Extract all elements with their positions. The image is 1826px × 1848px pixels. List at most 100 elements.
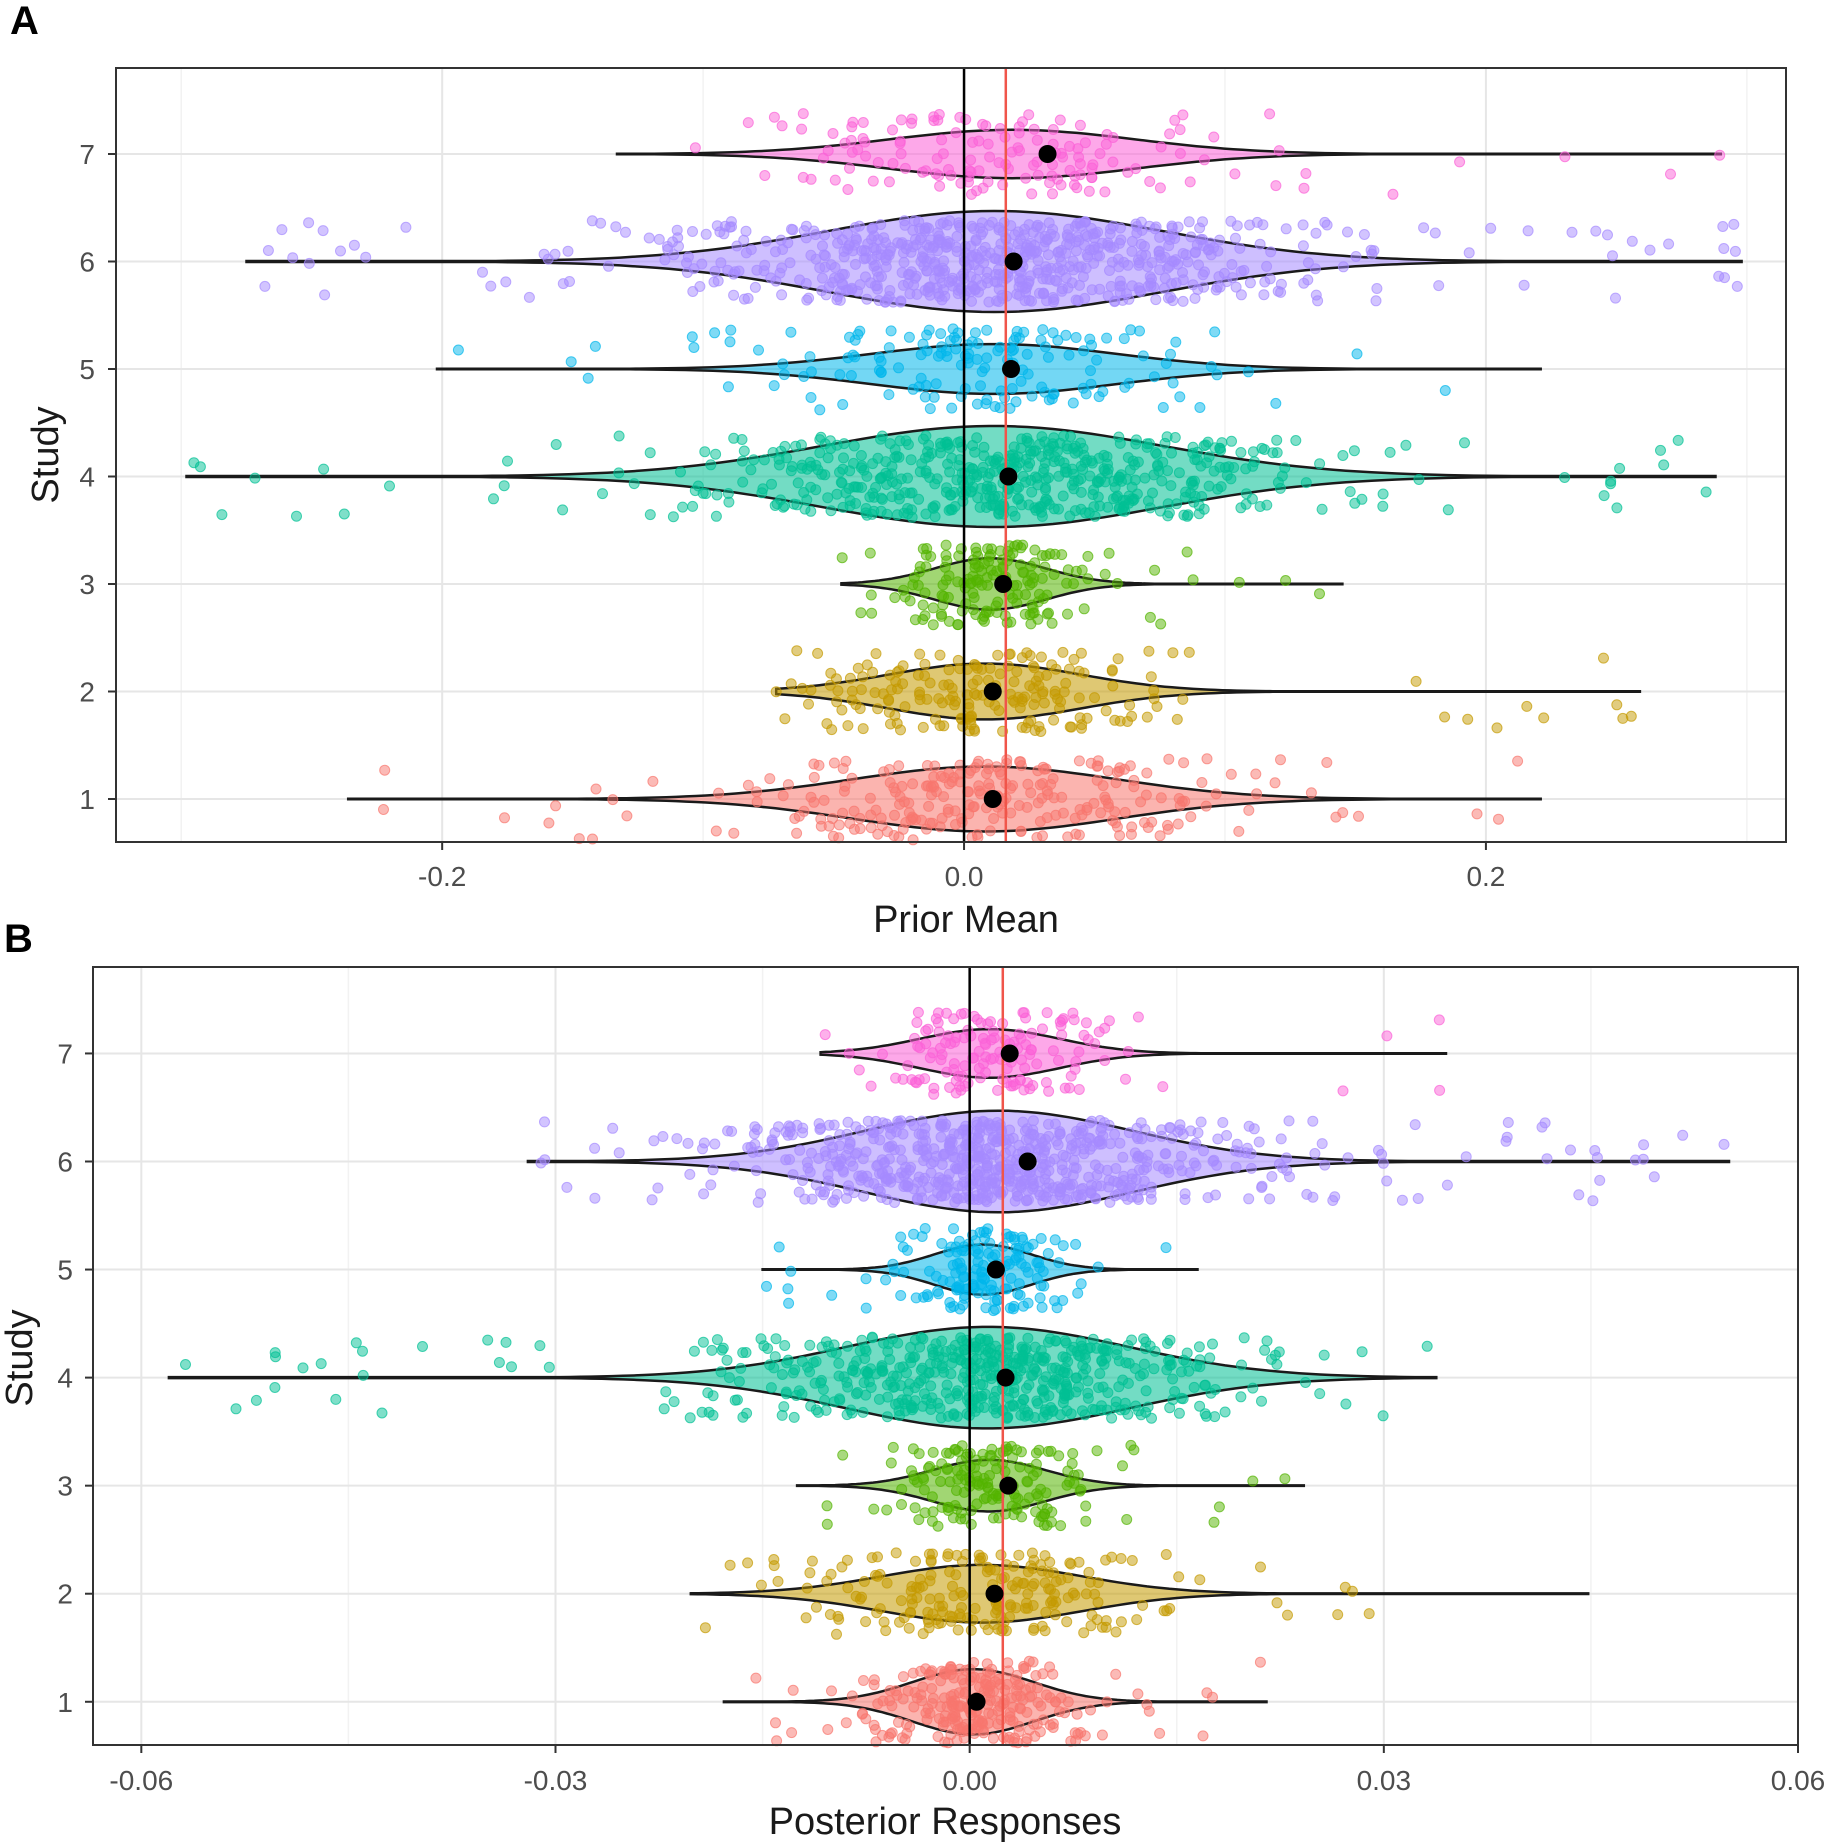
panel-a-point-study-1 (805, 791, 817, 803)
panel-a-point-study-6 (673, 240, 684, 252)
panel-b-point-study-4 (851, 1355, 862, 1367)
panel-a-point-study-4 (1442, 504, 1454, 516)
panel-a-point-study-1 (607, 794, 619, 806)
panel-b-point-study-5 (1035, 1280, 1047, 1292)
panel-b-point-study-4 (1219, 1406, 1231, 1418)
panel-a-point-study-6 (360, 251, 372, 263)
panel-a-point-study-5 (768, 380, 780, 392)
panel-b-point-study-5 (948, 1223, 959, 1235)
panel-a-point-study-2 (1081, 712, 1093, 724)
panel-a-point-study-6 (1187, 279, 1199, 291)
panel-a-point-study-4 (946, 452, 958, 464)
panel-a-point-study-1 (1243, 804, 1255, 816)
panel-b-point-study-4 (297, 1362, 309, 1374)
panel-b-point-study-6 (857, 1172, 869, 1184)
panel-b-point-study-2 (836, 1561, 848, 1573)
panel-b-point-study-6 (801, 1157, 813, 1168)
panel-b-point-study-2 (935, 1617, 947, 1629)
panel-a-point-study-5 (1205, 361, 1217, 372)
panel-a-point-study-1 (1251, 788, 1263, 800)
panel-b-point-study-6 (1240, 1147, 1252, 1159)
panel-a-point-study-4 (613, 430, 625, 442)
panel-b-point-study-6 (1536, 1121, 1548, 1133)
panel-a-point-study-4 (1189, 475, 1200, 487)
panel-b-point-study-3 (1247, 1475, 1259, 1487)
panel-b-point-study-6 (1188, 1139, 1200, 1151)
panel-b-point-study-7 (1047, 1045, 1059, 1057)
panel-a-point-study-2 (861, 659, 873, 671)
panel-b-point-study-2 (878, 1616, 890, 1628)
panel-b-point-study-4 (500, 1336, 512, 1348)
panel-a-point-study-4 (1020, 476, 1031, 488)
panel-a-point-study-6 (1280, 223, 1292, 235)
panel-a-point-study-4 (1113, 431, 1125, 443)
panel-b-point-study-4 (833, 1357, 845, 1369)
panel-b-point-study-4 (1029, 1341, 1041, 1353)
panel-b-point-study-5 (969, 1245, 981, 1257)
panel-a-point-study-6 (1135, 238, 1147, 250)
panel-a-point-study-4 (1598, 490, 1610, 502)
panel-b-point-study-6 (1211, 1159, 1223, 1171)
panel-b-point-study-6 (1071, 1125, 1082, 1137)
panel-a-point-study-1 (878, 766, 890, 778)
panel-b-point-study-7 (1068, 1014, 1080, 1026)
panel-b-point-study-1 (1197, 1730, 1209, 1742)
panel-a-point-study-2 (857, 723, 869, 735)
panel-b-point-study-6 (1173, 1159, 1185, 1171)
panel-b-point-study-6 (989, 1149, 1001, 1161)
panel-a-point-study-4 (1700, 486, 1712, 498)
panel-a-point-study-6 (595, 217, 607, 229)
panel-b-point-study-5 (1049, 1234, 1061, 1246)
panel-a-point-study-2 (917, 721, 929, 733)
panel-b-point-study-2 (1028, 1578, 1040, 1590)
panel-b-point-study-6 (1068, 1154, 1080, 1166)
panel-a-point-study-2 (924, 677, 936, 689)
panel-b-point-study-1 (1065, 1735, 1077, 1747)
panel-b-point-study-6 (539, 1154, 551, 1166)
panel-a-x-tick-label: 0.0 (945, 861, 984, 892)
panel-b-point-study-7 (1099, 1055, 1111, 1066)
panel-a-point-study-6 (916, 251, 928, 263)
panel-a-point-study-3 (1078, 603, 1090, 615)
panel-b-point-study-4 (776, 1409, 788, 1421)
panel-a-point-study-6 (1064, 261, 1076, 273)
panel-b-point-study-7 (992, 1084, 1004, 1096)
panel-a-point-study-1 (1088, 797, 1100, 809)
panel-a-point-study-4 (1459, 437, 1470, 449)
panel-a-point-study-4 (1039, 457, 1051, 469)
panel-b-point-study-2 (1027, 1563, 1039, 1574)
panel-a-point-study-7 (1208, 131, 1220, 143)
panel-b-point-study-2 (1062, 1592, 1074, 1604)
panel-b-point-study-2 (925, 1569, 937, 1581)
panel-a-point-study-6 (262, 245, 274, 256)
panel-a-point-study-2 (884, 669, 896, 681)
panel-a-point-study-6 (860, 271, 871, 283)
panel-b-point-study-7 (1434, 1084, 1446, 1096)
panel-a-mean-dot-study-3 (994, 575, 1013, 593)
panel-a-point-study-7 (1099, 186, 1111, 198)
panel-b-point-study-2 (922, 1614, 934, 1625)
panel-b-point-study-6 (1565, 1144, 1576, 1156)
panel-a-point-study-2 (855, 684, 867, 696)
panel-a-point-study-1 (1471, 808, 1483, 820)
panel-a-point-study-6 (1185, 231, 1197, 243)
panel-a-point-study-4 (1009, 452, 1021, 464)
panel-b-point-study-6 (828, 1119, 840, 1131)
panel-a-point-study-7 (984, 151, 996, 163)
panel-b-point-study-1 (1085, 1704, 1096, 1716)
panel-a-point-study-7 (1273, 145, 1285, 157)
panel-b-point-study-6 (843, 1184, 855, 1196)
panel-b-point-study-2 (895, 1595, 907, 1607)
panel-a-point-study-4 (779, 500, 790, 512)
panel-b-point-study-6 (797, 1175, 809, 1186)
panel-b-point-study-5 (1022, 1266, 1034, 1278)
panel-a-point-study-1 (942, 803, 954, 815)
panel-b-point-study-4 (862, 1367, 874, 1379)
panel-a-point-study-2 (832, 685, 844, 697)
panel-a-point-study-2 (949, 699, 960, 711)
panel-b-point-study-2 (1008, 1560, 1020, 1572)
panel-b-point-study-3 (1031, 1466, 1043, 1478)
panel-b-point-study-7 (1157, 1081, 1169, 1093)
panel-b-point-study-6 (1460, 1151, 1472, 1163)
panel-a-point-study-3 (940, 539, 952, 551)
